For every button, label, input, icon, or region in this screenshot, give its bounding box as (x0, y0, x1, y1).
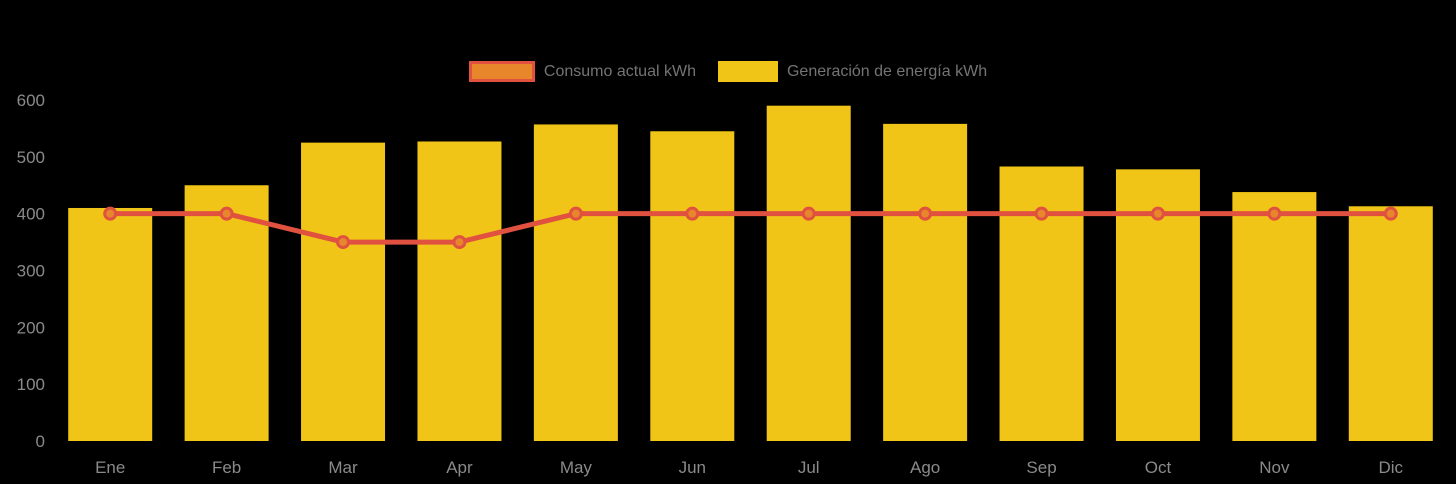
consumo-point-mar[interactable] (336, 235, 351, 250)
generacion-bar-feb[interactable] (184, 185, 269, 441)
x-axis-label-dic: Dic (1379, 458, 1404, 477)
consumo-point-nov[interactable] (1267, 206, 1282, 221)
consumo-legend-label: Consumo actual kWh (543, 63, 696, 80)
consumo-point-dic[interactable] (1383, 206, 1398, 221)
legend-item-generacion[interactable]: Generación de energía kWh (717, 61, 988, 82)
consumo-point-may[interactable] (568, 206, 583, 221)
x-axis-label-ago: Ago (910, 458, 940, 477)
x-axis-label-oct: Oct (1145, 458, 1172, 477)
x-axis-label-sep: Sep (1026, 458, 1056, 477)
generacion-legend-label: Generación de energía kWh (786, 63, 988, 80)
consumo-point-feb[interactable] (219, 206, 234, 221)
y-axis-tick-600: 600 (17, 91, 45, 110)
generacion-bar-ago[interactable] (883, 123, 968, 442)
consumo-point-sep[interactable] (1034, 206, 1049, 221)
generacion-bar-mar[interactable] (301, 142, 386, 441)
x-axis-label-feb: Feb (212, 458, 241, 477)
legend-item-consumo[interactable]: Consumo actual kWh (468, 61, 696, 82)
y-axis-tick-400: 400 (17, 205, 45, 224)
x-axis-label-jul: Jul (798, 458, 820, 477)
generacion-bar-jul[interactable] (766, 105, 851, 441)
consumo-point-apr[interactable] (452, 235, 467, 250)
generacion-legend-swatch (717, 61, 778, 82)
generacion-bar-apr[interactable] (417, 141, 502, 441)
x-axis-label-nov: Nov (1259, 458, 1290, 477)
x-axis-label-jun: Jun (679, 458, 706, 477)
consumo-point-ago[interactable] (918, 206, 933, 221)
consumo-point-ene[interactable] (103, 206, 118, 221)
consumo-point-oct[interactable] (1150, 206, 1165, 221)
generacion-bar-jun[interactable] (650, 131, 735, 441)
y-axis-tick-500: 500 (17, 148, 45, 167)
y-axis-tick-200: 200 (17, 318, 45, 337)
consumo-legend-swatch (468, 61, 535, 82)
y-axis-tick-300: 300 (17, 262, 45, 281)
consumo-point-jun[interactable] (685, 206, 700, 221)
generacion-bar-ene[interactable] (68, 207, 153, 441)
consumo-line (107, 211, 1394, 245)
x-axis-label-mar: Mar (328, 458, 358, 477)
y-axis-tick-100: 100 (17, 375, 45, 394)
x-axis-label-apr: Apr (446, 458, 473, 477)
x-axis-label-may: May (560, 458, 593, 477)
generacion-bar-nov[interactable] (1232, 192, 1317, 441)
generacion-bar-dic[interactable] (1348, 206, 1433, 441)
x-axis-label-ene: Ene (95, 458, 125, 477)
chart-legend: Consumo actual kWh Generación de energía… (0, 61, 1456, 82)
y-axis-tick-0: 0 (36, 432, 45, 451)
consumo-point-jul[interactable] (801, 206, 816, 221)
generacion-bar-may[interactable] (533, 124, 618, 442)
